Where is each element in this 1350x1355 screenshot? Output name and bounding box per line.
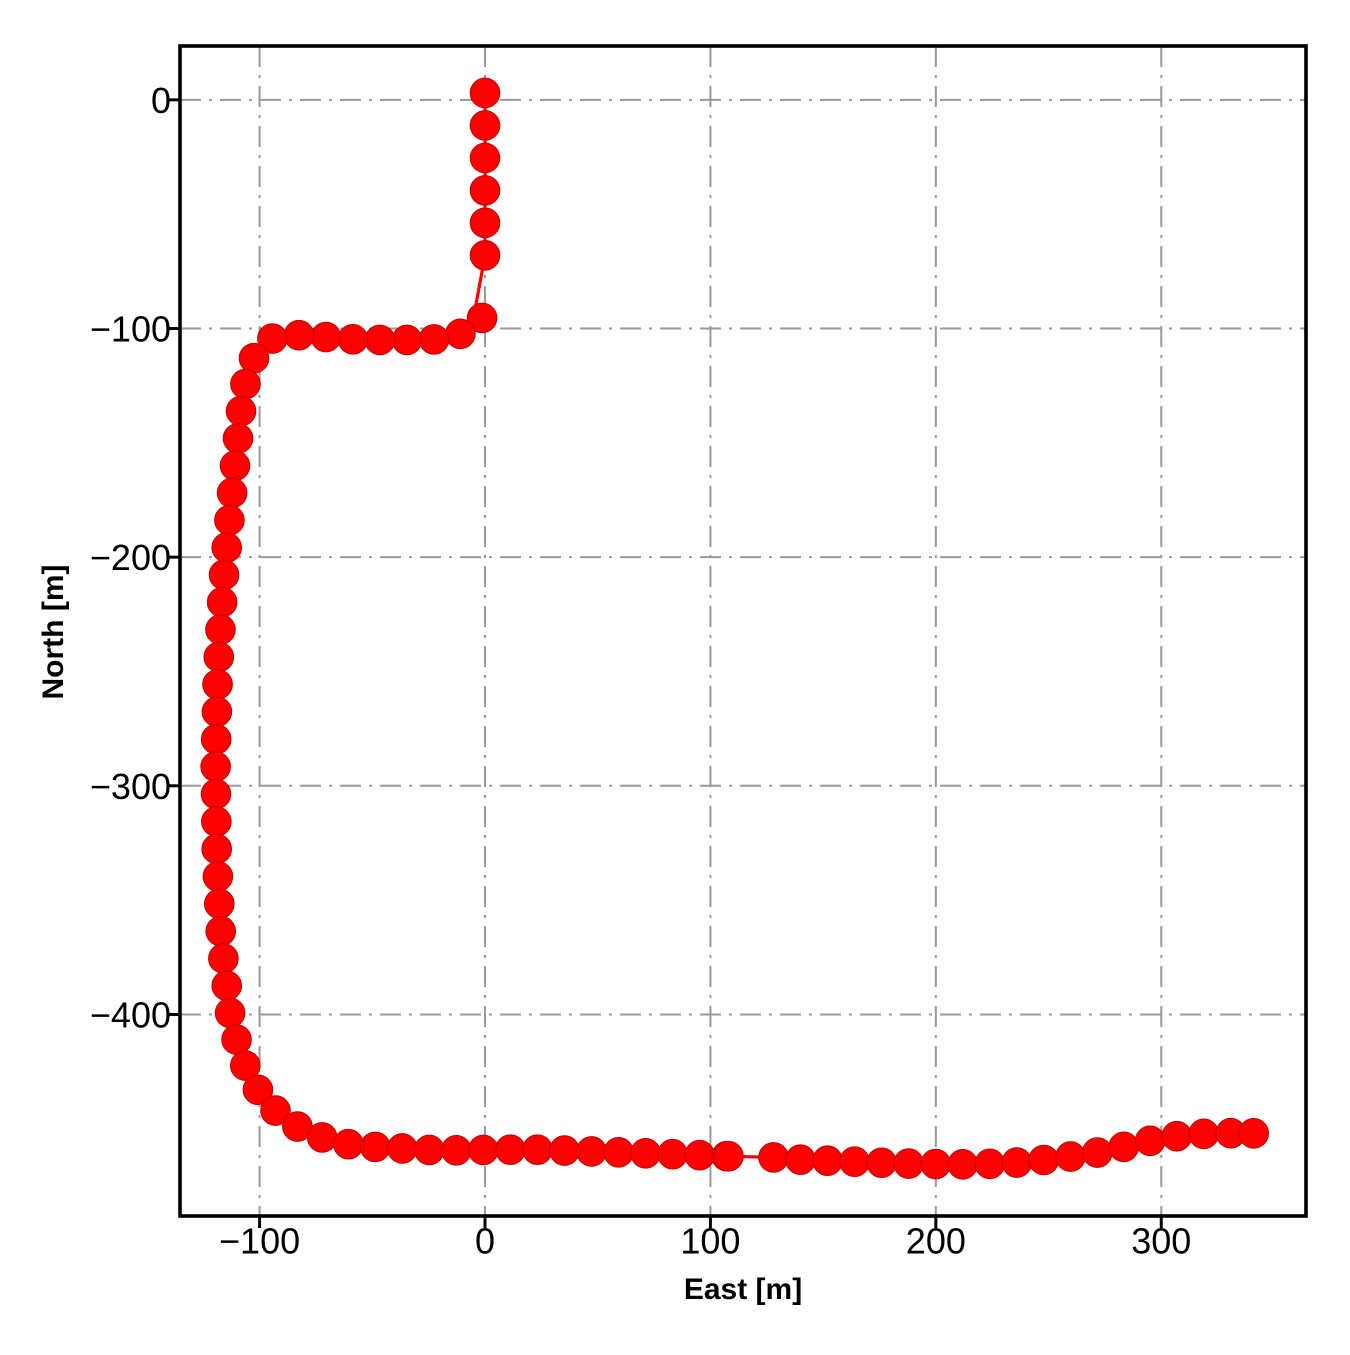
svg-text:0: 0 <box>475 1220 495 1261</box>
svg-text:−400: −400 <box>90 994 171 1035</box>
svg-text:200: 200 <box>906 1220 966 1261</box>
svg-text:100: 100 <box>680 1220 740 1261</box>
svg-text:300: 300 <box>1131 1220 1191 1261</box>
svg-text:−300: −300 <box>90 766 171 807</box>
svg-text:0: 0 <box>151 80 171 121</box>
svg-text:−100: −100 <box>90 308 171 349</box>
svg-text:−100: −100 <box>219 1220 300 1261</box>
svg-text:−200: −200 <box>90 537 171 578</box>
